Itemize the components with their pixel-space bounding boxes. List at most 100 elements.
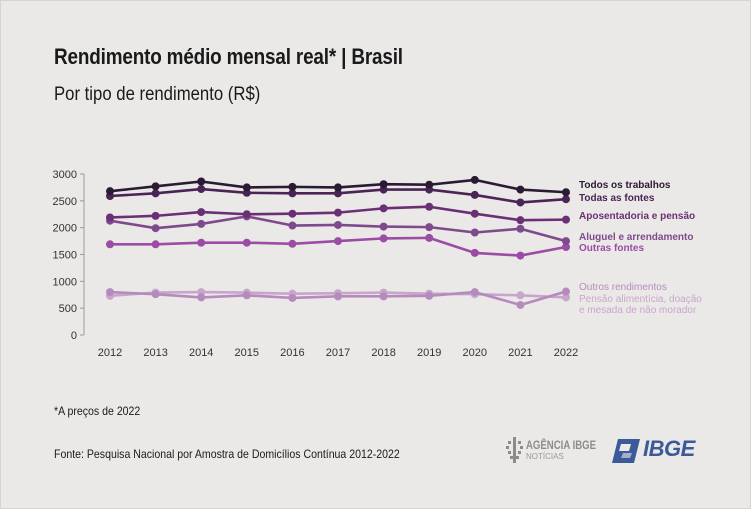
x-tick-label: 2022 <box>554 347 578 359</box>
data-point <box>242 291 251 300</box>
data-point <box>197 177 206 186</box>
data-point <box>562 293 570 302</box>
series-end-label: Pensão alimentícia, doação e mesada de nã… <box>579 294 702 316</box>
series-end-label-line: Aposentadoria e pensão <box>579 211 695 222</box>
data-point <box>151 182 160 191</box>
y-tick-label: 3000 <box>53 169 77 181</box>
x-tick-label: 2014 <box>189 347 213 359</box>
data-point <box>470 175 479 184</box>
x-tick-label: 2017 <box>326 347 350 359</box>
data-point <box>379 234 388 243</box>
y-tick-label: 1000 <box>53 276 77 288</box>
data-point <box>288 209 297 218</box>
ibge-wordmark: IBGE <box>643 436 695 461</box>
data-point <box>151 224 160 233</box>
data-point <box>425 233 434 242</box>
y-tick-label: 1500 <box>53 250 77 262</box>
data-point <box>334 183 342 192</box>
y-tick-label: 2000 <box>53 223 77 235</box>
data-point <box>425 291 434 300</box>
data-point <box>151 240 160 249</box>
series-end-label-line: Outras fontes <box>579 243 644 254</box>
series-end-label: Todos os trabalhos <box>579 180 671 191</box>
data-point <box>242 183 251 192</box>
source-note: Fonte: Pesquisa Nacional por Amostra de … <box>54 447 400 461</box>
series-end-label-line: Pensão alimentícia, doação <box>579 294 702 305</box>
x-tick-label: 2013 <box>143 347 167 359</box>
data-point <box>379 180 388 189</box>
data-point <box>516 291 525 300</box>
data-point <box>562 287 570 296</box>
x-tick-label: 2019 <box>417 347 441 359</box>
data-point <box>470 209 479 218</box>
data-point <box>562 195 570 204</box>
data-point <box>288 189 297 198</box>
data-point <box>288 239 297 248</box>
data-point <box>562 242 570 251</box>
series-end-label-line: Aluguel e arrendamento <box>579 232 693 243</box>
data-point <box>470 190 479 199</box>
data-point <box>470 228 479 237</box>
series-end-label: Aluguel e arrendamento <box>579 232 693 243</box>
data-point <box>425 223 434 232</box>
x-tick-label: 2018 <box>371 347 395 359</box>
data-point <box>516 185 525 194</box>
data-point <box>516 224 525 233</box>
data-point <box>334 237 342 246</box>
x-tick-label: 2020 <box>463 347 487 359</box>
data-point <box>379 292 388 301</box>
footnote: *A preços de 2022 <box>54 404 141 418</box>
data-point <box>288 221 297 230</box>
y-tick-label: 500 <box>59 303 77 315</box>
data-point <box>470 288 479 297</box>
data-point <box>334 292 342 301</box>
data-point <box>516 300 525 309</box>
y-tick-label: 2500 <box>53 196 77 208</box>
data-point <box>151 189 160 198</box>
agencia-ibge-icon <box>506 437 523 463</box>
data-point <box>470 248 479 257</box>
data-point <box>288 182 297 191</box>
data-point <box>425 180 434 189</box>
data-point <box>197 219 206 228</box>
x-tick-label: 2012 <box>98 347 122 359</box>
data-point <box>197 293 206 302</box>
series-end-label-line: e mesada de não morador <box>579 305 697 316</box>
data-point <box>562 237 570 246</box>
series-end-label-line: Todas as fontes <box>579 193 655 204</box>
data-point <box>562 188 570 197</box>
data-point <box>197 238 206 247</box>
ibge-icon <box>612 439 640 463</box>
data-point <box>151 290 160 299</box>
agencia-ibge-subname: NOTÍCIAS <box>526 452 564 461</box>
chart-title: Rendimento médio mensal real* | Brasil <box>54 44 403 69</box>
data-point <box>562 215 570 224</box>
data-point <box>106 213 114 222</box>
chart-subtitle: Por tipo de rendimento (R$) <box>54 84 261 105</box>
series-end-label: Todas as fontes <box>579 193 655 204</box>
data-point <box>197 208 206 217</box>
series-end-label: Outras fontes <box>579 243 644 254</box>
data-point <box>379 222 388 231</box>
data-point <box>516 198 525 207</box>
data-point <box>425 202 434 211</box>
data-point <box>242 238 251 247</box>
series-end-label-line: Outros rendimentos <box>579 282 667 293</box>
series-end-label: Aposentadoria e pensão <box>579 211 695 222</box>
agencia-ibge-name: AGÊNCIA IBGE <box>526 438 597 452</box>
data-point <box>334 208 342 217</box>
data-point <box>334 220 342 229</box>
data-point <box>106 288 114 297</box>
series-end-label: Outros rendimentos <box>579 282 667 293</box>
data-point <box>197 185 206 194</box>
data-point <box>106 187 114 196</box>
data-point <box>288 293 297 302</box>
series-end-label-line: Todos os trabalhos <box>579 180 671 191</box>
x-tick-label: 2015 <box>235 347 259 359</box>
data-point <box>334 189 342 198</box>
data-point <box>242 210 251 219</box>
data-point <box>516 251 525 260</box>
data-point <box>151 211 160 220</box>
x-tick-label: 2016 <box>280 347 304 359</box>
line-chart: 0 500 1000 1500 2000 2500 3000 2012 2013 2014 2015… <box>53 169 703 359</box>
